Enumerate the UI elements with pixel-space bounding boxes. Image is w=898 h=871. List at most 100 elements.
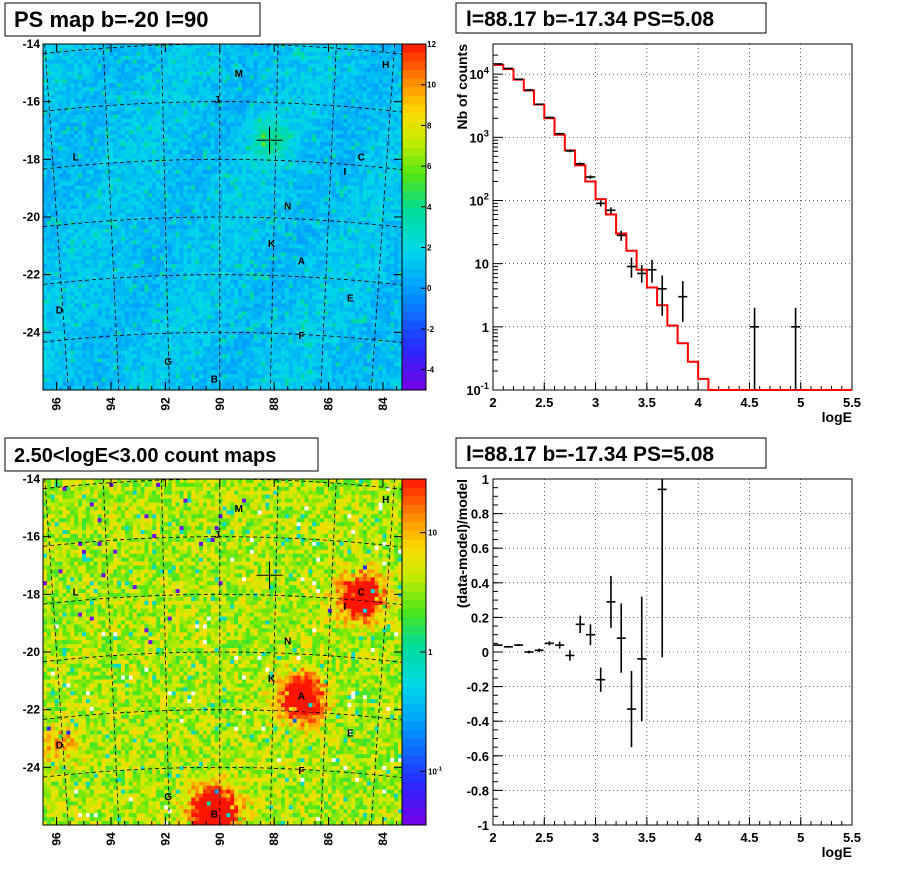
- ps-colorbar-band: [402, 156, 426, 166]
- x-tick-label: 90: [213, 832, 227, 846]
- counts-colorbar-band: [402, 504, 426, 514]
- ps-colorbar-band: [402, 364, 426, 374]
- x-tick-label: 88: [267, 397, 281, 411]
- y-tick-label: -20: [23, 645, 41, 659]
- source-label-l: L: [73, 587, 79, 598]
- x-tick-label: 86: [322, 832, 336, 846]
- ps-colorbar-band: [402, 52, 426, 62]
- counts-colorbar-band: [402, 677, 426, 687]
- ps-colorbar-band: [402, 294, 426, 304]
- counts-colorbar-band: [402, 790, 426, 800]
- ps-colorbar-band: [402, 242, 426, 252]
- count-map-pixels: [43, 479, 402, 825]
- counts-colorbar-label: 10: [428, 529, 437, 538]
- graticule: [43, 44, 402, 390]
- source-label-g: G: [164, 357, 172, 368]
- ps-colorbar-band: [402, 320, 426, 330]
- y-tick-label: -18: [23, 587, 41, 601]
- source-label-h: H: [382, 60, 389, 71]
- ps-colorbar-band: [402, 381, 426, 391]
- y-tick-label: -22: [23, 703, 41, 717]
- source-label-n: N: [284, 201, 291, 212]
- x-tick-label: 2.5: [535, 830, 553, 845]
- counts-colorbar-band: [402, 574, 426, 584]
- x-tick-label: 88: [267, 832, 281, 846]
- ps-colorbar-band: [402, 260, 426, 270]
- counts-colorbar-band: [402, 799, 426, 809]
- y-tick-label: 10-1: [466, 381, 489, 398]
- ps-colorbar-label: 10: [427, 81, 436, 90]
- source-label-c: C: [358, 587, 365, 598]
- ps-colorbar-band: [402, 182, 426, 192]
- y-tick-label: 0.4: [471, 576, 490, 591]
- ps-colorbar-label: -2: [427, 325, 435, 334]
- y-tick-label: -0.4: [467, 714, 490, 729]
- ps-map-pixels: [43, 44, 402, 390]
- y-tick-label: -18: [23, 152, 41, 166]
- counts-colorbar-band: [402, 747, 426, 757]
- counts-colorbar-band: [402, 617, 426, 627]
- source-label-l: L: [73, 152, 79, 163]
- counts-colorbar-band: [402, 695, 426, 705]
- counts-colorbar-band: [402, 548, 426, 558]
- x-tick-label: 5.5: [843, 395, 861, 410]
- y-tick-label: -0.6: [467, 749, 489, 764]
- spectrum-title: l=88.17 b=-17.34 PS=5.08: [466, 8, 714, 31]
- ps-colorbar-band: [402, 121, 426, 131]
- counts-colorbar-band: [402, 764, 426, 774]
- ps-colorbar-band: [402, 104, 426, 114]
- ps-colorbar-band: [402, 78, 426, 88]
- x-tick-label: 86: [322, 397, 336, 411]
- y-tick-label: -24: [23, 325, 41, 339]
- counts-colorbar-band: [402, 816, 426, 826]
- x-axis-label: logE: [822, 409, 852, 425]
- counts-colorbar-band: [402, 539, 426, 549]
- source-label-i: I: [343, 602, 346, 613]
- y-tick-label: 103: [469, 128, 489, 145]
- count-sky-map: 96 94 92 90 88 86 84 -14 -16 -18 -20 -22 -24 M H J L C I N K…: [23, 472, 403, 846]
- ps-colorbar-label: 8: [427, 121, 432, 130]
- x-tick-label: 90: [213, 397, 227, 411]
- plot-frame: [492, 478, 853, 826]
- counts-colorbar-band: [402, 582, 426, 592]
- ps-colorbar-label: 12: [427, 40, 436, 49]
- y-tick-label: -22: [23, 268, 41, 282]
- ps-colorbar-band: [402, 372, 426, 382]
- source-label-j: J: [214, 95, 220, 106]
- x-tick-label: 3.5: [638, 395, 656, 410]
- ps-colorbar-band: [402, 147, 426, 157]
- ps-colorbar-label: 0: [427, 284, 432, 293]
- ps-colorbar-band: [402, 44, 426, 54]
- x-tick-label: 2: [489, 830, 496, 845]
- y-tick-label: -20: [23, 210, 41, 224]
- source-label-d: D: [56, 740, 63, 751]
- model-histogram: [493, 63, 852, 391]
- counts-colorbar-band: [402, 487, 426, 497]
- ps-colorbar-band: [402, 139, 426, 149]
- x-tick-label: 96: [50, 397, 64, 411]
- ps-colorbar-label: 4: [427, 203, 432, 212]
- ps-colorbar-band: [402, 87, 426, 97]
- counts-colorbar-band: [402, 660, 426, 670]
- x-tick-label: 84: [376, 397, 390, 411]
- source-label-e: E: [347, 729, 354, 740]
- y-tick-label: -14: [23, 37, 41, 51]
- y-tick-label: -16: [23, 530, 41, 544]
- y-tick-label: 0: [482, 645, 489, 660]
- counts-colorbar-label: 1: [428, 648, 433, 657]
- x-tick-label: 96: [50, 832, 64, 846]
- x-tick-label: 94: [104, 832, 118, 846]
- x-tick-label: 2: [489, 395, 496, 410]
- y-tick-label: 1: [482, 320, 489, 335]
- ps-colorbar-band: [402, 208, 426, 218]
- x-tick-label: 3: [592, 395, 599, 410]
- spectrum-chart: 2 2.5 3 3.5 4 4.5 5 5.5 10-1 1 10 102 103 104 logE Nb o…: [454, 43, 861, 425]
- ps-colorbar-band: [402, 286, 426, 296]
- y-axis-label: Nb of counts: [454, 44, 470, 130]
- counts-colorbar-band: [402, 712, 426, 722]
- counts-colorbar-band: [402, 781, 426, 791]
- ps-colorbar-band: [402, 346, 426, 356]
- y-tick-label: -1: [477, 818, 489, 833]
- ps-colorbar-band: [402, 312, 426, 322]
